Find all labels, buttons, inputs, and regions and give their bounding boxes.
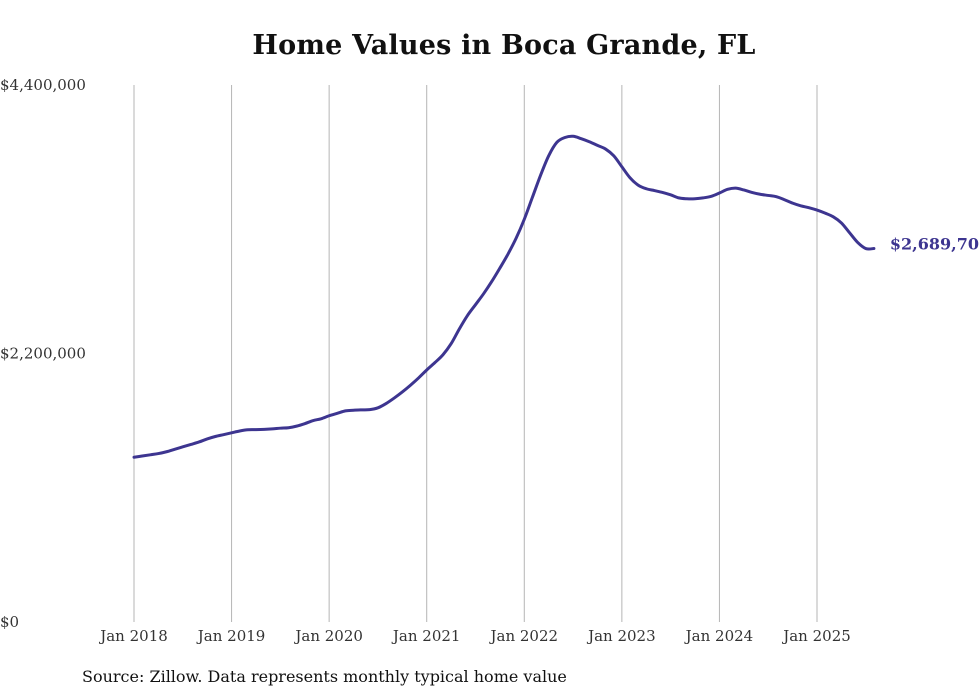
chart-title: Home Values in Boca Grande, FL (252, 30, 756, 61)
x-tick-label: Jan 2020 (293, 627, 363, 645)
x-tick-label: Jan 2019 (196, 627, 266, 645)
x-tick-label: Jan 2024 (684, 627, 754, 645)
y-tick-label: $4,400,000 (0, 76, 86, 94)
y-axis-tick-labels: $4,400,000 $2,200,000 $0 (0, 76, 86, 631)
series-line-group (132, 134, 876, 459)
x-tick-label: Jan 2022 (489, 627, 559, 645)
x-tick-label: Jan 2023 (586, 627, 656, 645)
y-tick-label: $0 (0, 613, 19, 631)
grid-lines (133, 85, 818, 622)
end-value-label-group: $2,689,70 (890, 235, 979, 254)
x-axis-tick-labels: Jan 2018 Jan 2019 Jan 2020 Jan 2021 Jan 2022… (98, 627, 851, 645)
x-tick-label: Jan 2025 (781, 627, 851, 645)
y-tick-label: $2,200,000 (0, 345, 86, 363)
series-line (132, 134, 876, 459)
source-note: Source: Zillow. Data represents monthly … (82, 667, 567, 686)
end-value-label: $2,689,70 (890, 235, 979, 254)
x-tick-label: Jan 2018 (98, 627, 168, 645)
x-tick-label: Jan 2021 (391, 627, 461, 645)
